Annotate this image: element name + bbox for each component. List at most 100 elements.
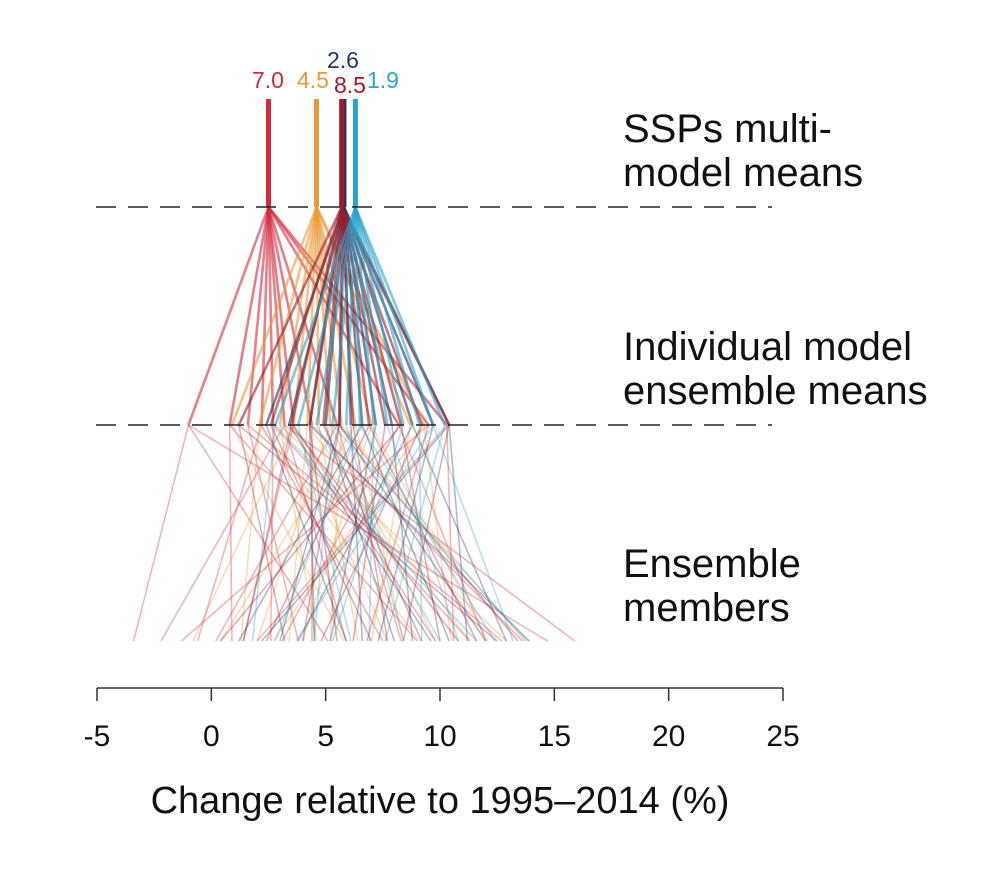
member-line (398, 424, 487, 642)
member-line (237, 424, 286, 642)
member-line (338, 424, 487, 642)
member-line (309, 424, 530, 642)
model-mean-line (228, 206, 270, 426)
member-line (297, 424, 414, 642)
member-line (446, 424, 455, 642)
model-mean-line (187, 206, 270, 426)
member-line (336, 424, 402, 642)
member-line (315, 424, 441, 642)
member-line (288, 424, 432, 642)
member-line (269, 424, 274, 642)
member-line (366, 424, 430, 642)
member-line (306, 424, 471, 642)
member-line (265, 424, 370, 642)
scenario-label: 1.9 (367, 67, 399, 93)
model-mean-line (260, 206, 270, 426)
model-mean-line (230, 206, 318, 426)
model-mean-line (331, 206, 357, 426)
member-line (187, 424, 329, 642)
tier-label-members: Ensemble members (623, 542, 812, 630)
member-line (160, 424, 286, 642)
model-mean-lines (187, 206, 451, 426)
model-mean-line (274, 206, 357, 426)
member-line (279, 424, 507, 642)
member-line (283, 424, 348, 642)
member-line (231, 424, 345, 642)
member-line (258, 424, 421, 642)
model-mean-line (354, 206, 389, 426)
model-mean-line (269, 206, 343, 426)
model-mean-line (258, 206, 318, 426)
member-line (384, 424, 446, 642)
member-line (320, 424, 423, 642)
member-line (251, 424, 277, 642)
member-line (377, 424, 434, 642)
member-line (448, 424, 469, 642)
member-line (338, 424, 519, 642)
model-mean-line (344, 206, 357, 426)
member-line (274, 424, 361, 642)
member-line (292, 424, 437, 642)
member-line (247, 424, 300, 642)
member-line (354, 424, 405, 642)
member-line (318, 424, 359, 642)
member-line (411, 424, 508, 642)
model-mean-line (246, 206, 270, 426)
model-mean-line (340, 206, 355, 426)
ensemble-member-lines (132, 424, 576, 642)
member-line (370, 424, 489, 642)
member-line (352, 424, 386, 642)
member-line (261, 424, 450, 642)
model-mean-line (237, 206, 343, 426)
member-line (400, 424, 441, 642)
member-line (361, 424, 450, 642)
member-line (313, 424, 334, 642)
member-line (391, 424, 414, 642)
member-line (229, 424, 418, 642)
member-line (247, 424, 503, 642)
member-line (308, 424, 338, 642)
tier-label-model-means: Individual model ensemble means (623, 325, 928, 413)
member-line (350, 424, 364, 642)
x-axis-label: Change relative to 1995–2014 (%) (151, 780, 730, 822)
ssp-mean-stems (266, 99, 358, 207)
member-line (329, 424, 377, 642)
member-line (418, 424, 423, 642)
model-mean-line (354, 206, 446, 426)
scenario-label: 2.6 (327, 47, 359, 73)
member-line (423, 424, 453, 642)
model-mean-line (296, 206, 357, 426)
x-tick-label: 15 (538, 720, 571, 753)
member-line (279, 424, 318, 642)
x-tick-label: 0 (203, 720, 220, 753)
x-tick-label: -5 (84, 720, 111, 753)
scenario-label: 4.5 (297, 67, 329, 93)
member-line (331, 424, 528, 642)
member-line (302, 424, 341, 642)
member-line (297, 424, 352, 642)
model-mean-line (354, 206, 362, 426)
member-line (345, 424, 405, 642)
scenario-label: 8.5 (334, 72, 366, 98)
tier-label-model-means-line1: Individual model (623, 325, 912, 369)
member-line (260, 424, 384, 642)
member-line (238, 424, 363, 642)
member-line (311, 424, 523, 642)
member-line (290, 424, 459, 642)
member-line (331, 424, 405, 642)
tier-label-members-line2: members (623, 586, 790, 630)
member-line (219, 424, 357, 642)
member-line (295, 424, 434, 642)
member-line (274, 424, 478, 642)
member-line (196, 424, 263, 642)
member-line (270, 424, 373, 642)
model-mean-line (354, 206, 435, 426)
member-line (279, 424, 341, 642)
tier-label-members-line1: Ensemble (623, 542, 801, 586)
member-line (324, 424, 396, 642)
member-line (368, 424, 478, 642)
member-line (329, 424, 343, 642)
model-mean-line (354, 206, 421, 426)
x-axis: -5 0 5 10 15 20 25 (84, 687, 800, 753)
